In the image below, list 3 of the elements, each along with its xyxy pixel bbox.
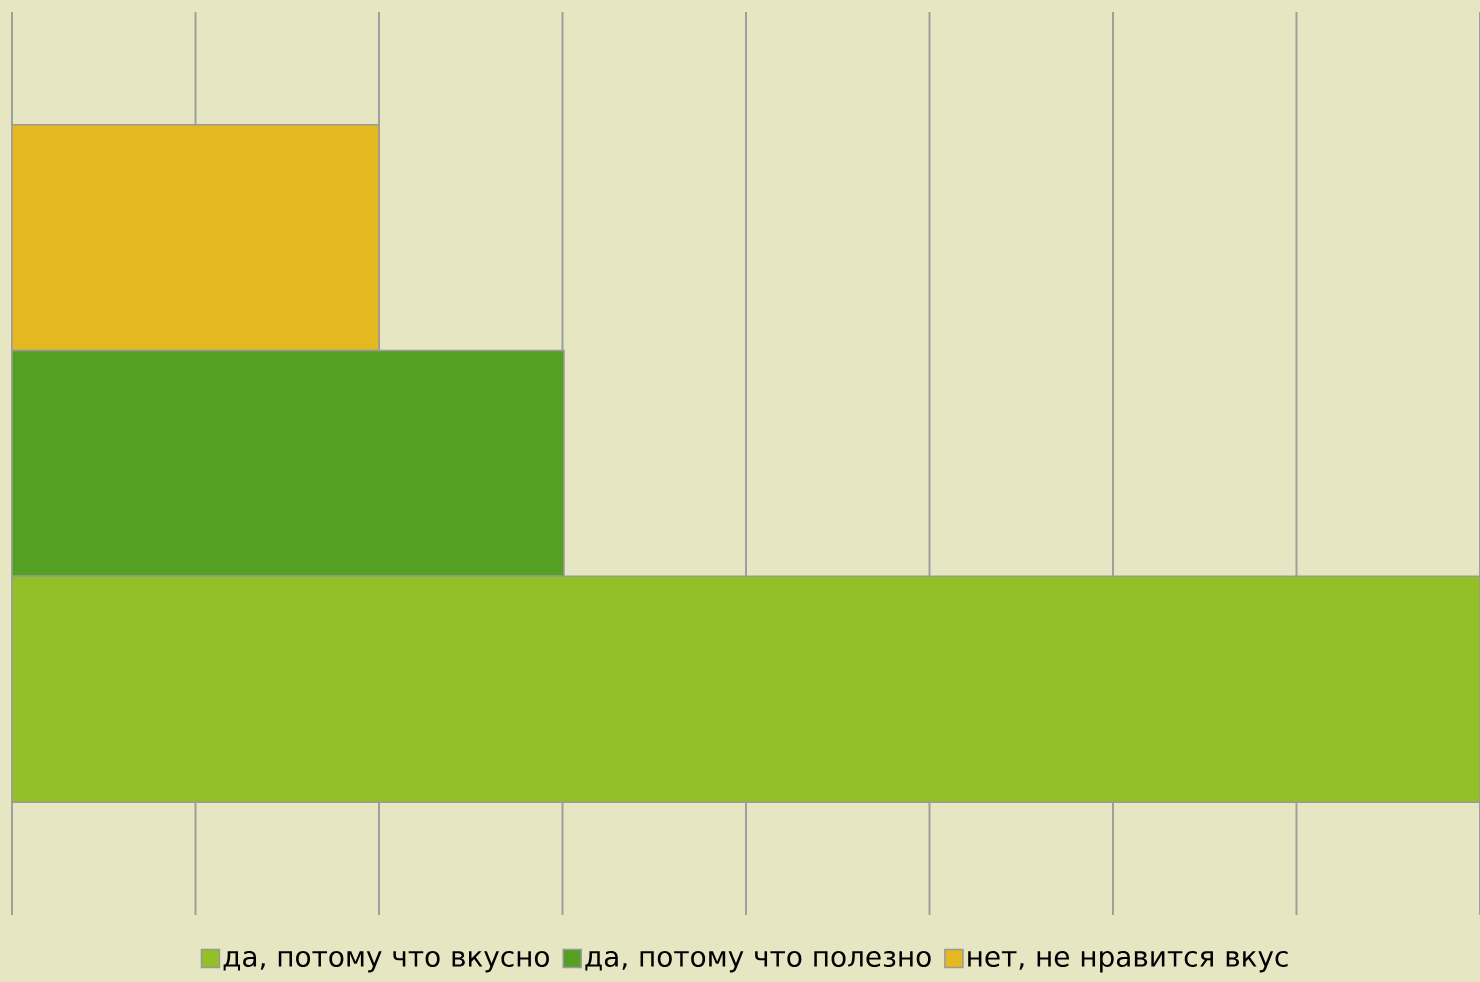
legend-label: нет, не нравится вкус [968, 950, 1288, 973]
legend-label: да, потому что полезно [585, 950, 931, 973]
legend-label: да, потому что вкусно [223, 950, 549, 973]
